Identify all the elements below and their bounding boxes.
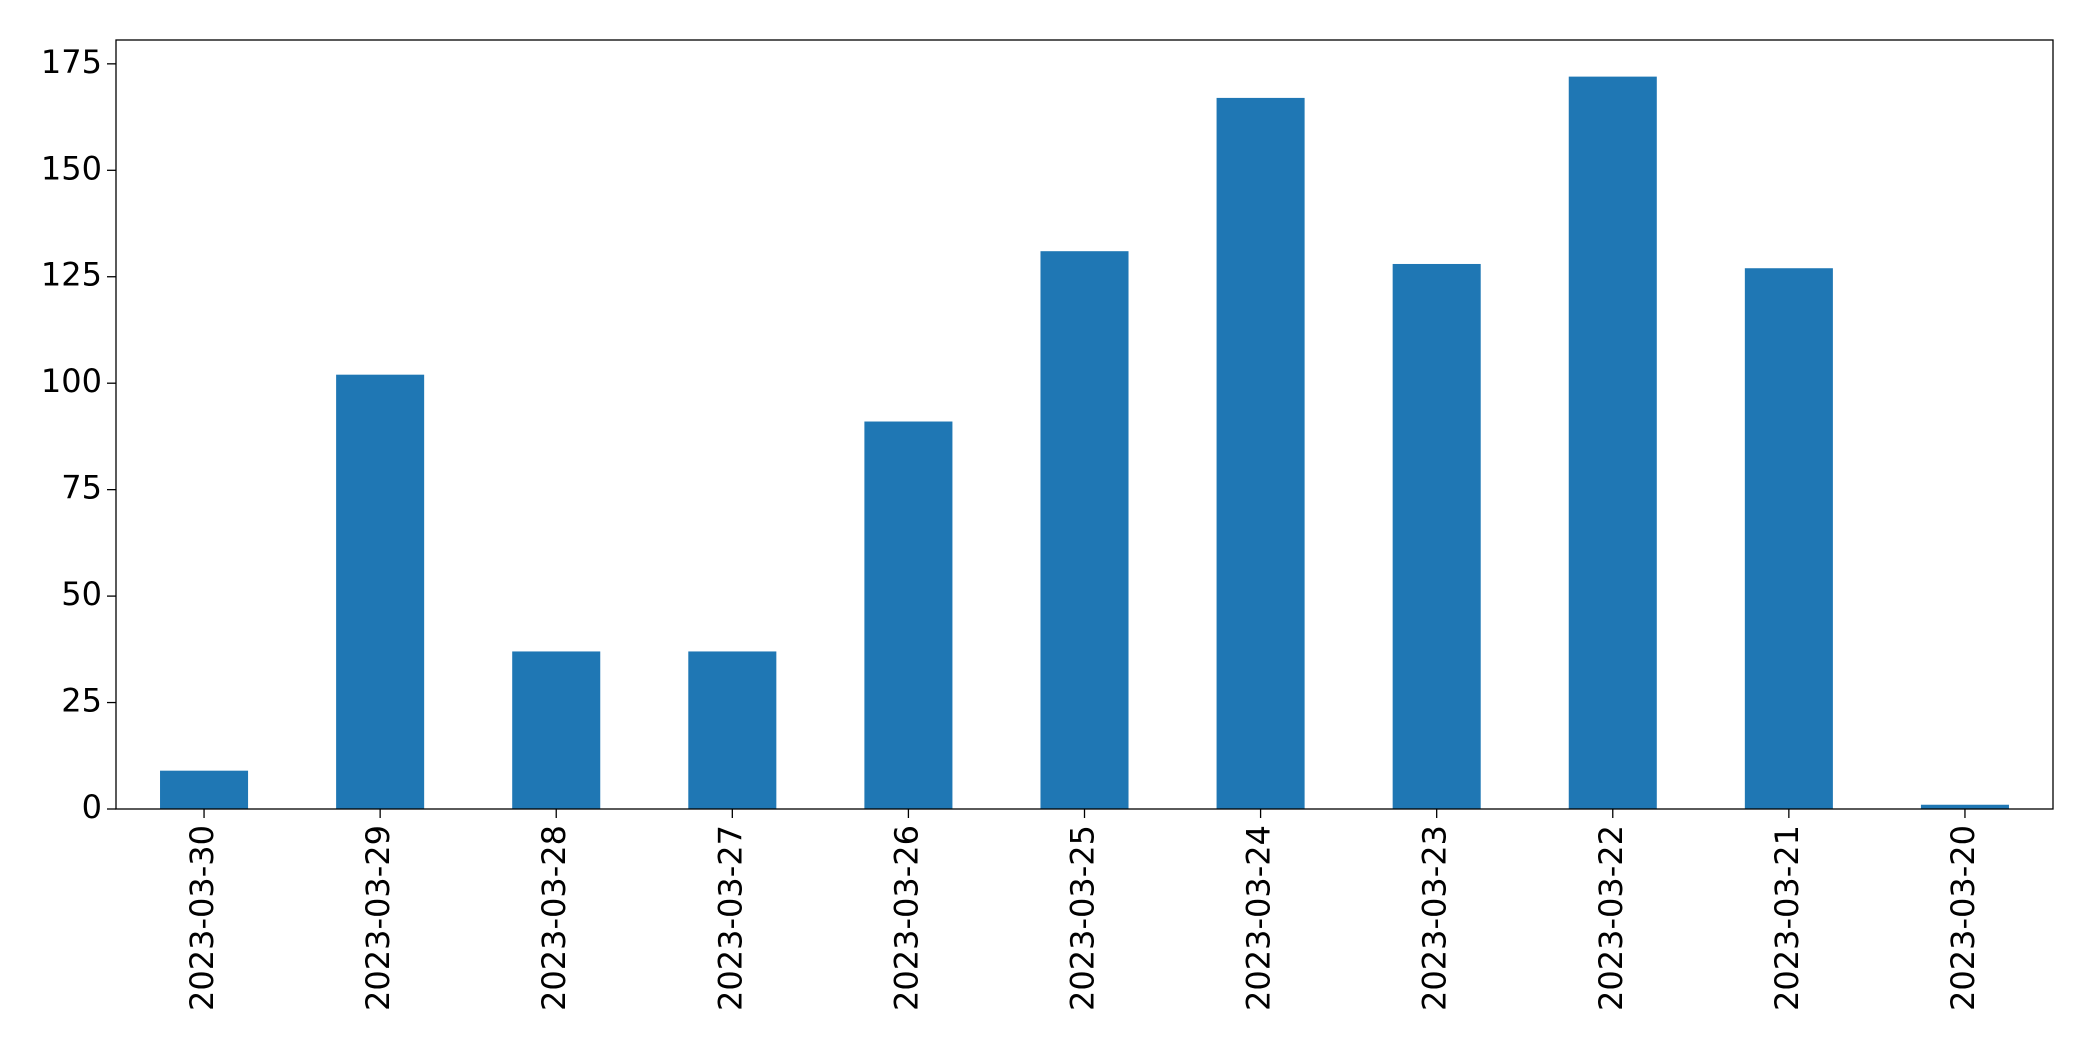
x-tick-label: 2023-03-29 xyxy=(359,825,397,1011)
plot-frame xyxy=(115,39,2054,810)
x-tick-label: 2023-03-22 xyxy=(1592,825,1630,1011)
x-tick-label: 2023-03-28 xyxy=(535,825,573,1011)
bar xyxy=(1920,804,2009,809)
x-tick-label: 2023-03-21 xyxy=(1768,825,1806,1011)
x-tick-label: 2023-03-26 xyxy=(887,825,925,1011)
bar xyxy=(688,651,777,809)
y-tick-label: 175 xyxy=(41,43,102,81)
bar xyxy=(512,651,601,809)
y-tick-label: 100 xyxy=(41,362,102,400)
bar xyxy=(864,421,953,809)
x-tick-label: 2023-03-30 xyxy=(183,825,221,1011)
x-tick-label: 2023-03-25 xyxy=(1064,825,1102,1011)
bar xyxy=(1568,76,1657,810)
y-tick-label: 25 xyxy=(61,682,102,720)
bar xyxy=(1216,97,1305,810)
x-tick-label: 2023-03-23 xyxy=(1416,825,1454,1011)
x-tick-label: 2023-03-20 xyxy=(1944,825,1982,1011)
bar xyxy=(336,374,425,809)
x-tick-label: 2023-03-27 xyxy=(711,825,749,1011)
x-tick-label: 2023-03-24 xyxy=(1240,825,1278,1011)
y-tick-label: 150 xyxy=(41,149,102,187)
y-tick-label: 125 xyxy=(41,256,102,294)
bar xyxy=(160,770,249,809)
y-tick-label: 75 xyxy=(61,469,102,507)
bar xyxy=(1392,263,1481,810)
y-tick-label: 50 xyxy=(61,575,102,613)
bar xyxy=(1040,251,1129,809)
y-tick-label: 0 xyxy=(82,788,102,826)
bar xyxy=(1744,268,1833,809)
